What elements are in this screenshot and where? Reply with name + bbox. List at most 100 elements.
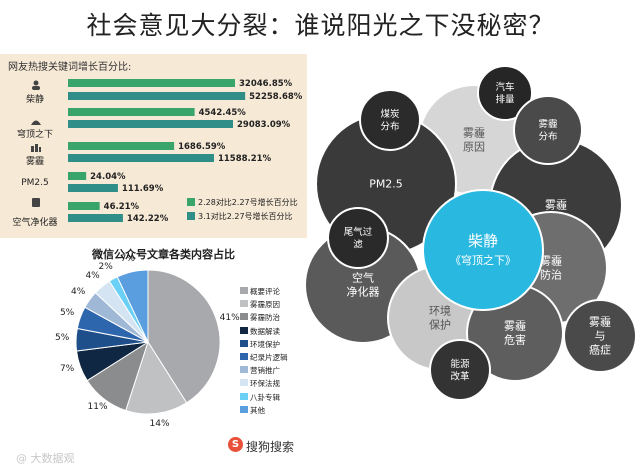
bubble [327,207,389,269]
pie-legend-label: 其他 [250,405,265,415]
bar [68,79,236,87]
person-icon [32,80,40,90]
pie-chart [75,269,221,415]
smog-icon [31,144,41,152]
pie-legend-swatch [240,405,248,413]
bar-value-label: 29083.09% [237,120,291,130]
pie-pct-label: 7% [59,364,75,375]
bubble-label: 分布 [380,120,399,132]
watermark: @ 大数据观 [16,452,75,465]
bubble [359,89,421,151]
bubble-label: 排量 [495,93,515,105]
center-bubble-sublabel: 《穹顶之下》 [450,253,516,267]
pie-chart-title: 微信公众号文章各类内容占比 [92,248,235,261]
bubble-label: 雾霾 [538,119,558,130]
bar [68,172,87,180]
bubble [429,339,491,400]
bar-value-label: 32046.85% [239,79,293,89]
keyword-growth-panel: 网友热搜关键词增长百分比: 柴静 穹顶之下 雾霾 PM2.5 空气净化器 320… [0,54,307,238]
brand-label: 搜狗搜索 [246,440,295,454]
legend-swatch [187,212,195,220]
bubble-label: 净化器 [347,285,380,299]
bubble-label: 滤 [353,238,363,250]
dome-icon [31,120,41,125]
pie-legend-swatch [240,287,248,294]
bar [68,108,195,116]
bar [68,120,234,128]
pie-pct-label: 4% [71,286,86,297]
center-bubble-label: 柴静 [468,232,498,250]
bubble-label: 分布 [538,130,557,142]
center-bubble [422,189,544,311]
pie-legend-label: 环境保护 [250,339,280,349]
pie-legend-label: 数据解读 [250,326,280,336]
bubble-label: 雾霾 [589,316,611,329]
bubble-label: 改革 [450,370,470,382]
bar-value-label: 24.04% [90,172,126,182]
bubble-label: 雾霾 [463,127,485,140]
bar-value-label: 111.69% [122,184,164,194]
bar-value-label: 52258.68% [249,92,303,102]
pie-pct-label: 11% [87,402,108,413]
pie-pct-label: 5% [59,307,75,318]
legend-label: 3.1对比2.27号增长百分比 [198,212,293,221]
bubble-label: 空气 [352,271,374,285]
bar-chart-title: 网友热搜关键词增长百分比: [8,62,132,73]
bubble-label: 癌症 [589,343,611,357]
bar [68,154,214,162]
category-label: 雾霾 [25,157,44,167]
sogou-logo-icon: S [228,437,243,452]
bar-value-label: 142.22% [127,214,169,224]
bubble [563,299,637,373]
bubble-label: 危害 [504,333,526,347]
pie-legend-label: 环保法规 [250,379,280,389]
pie-legend-label: 雾霾原因 [250,300,280,310]
legend-swatch [187,198,195,206]
bubble-label: 尾气过 [344,226,373,238]
pie-pct-label: 14% [149,419,170,430]
page-title: 社会意见大分裂：谁说阳光之下没秘密？ [86,11,555,40]
pie-slice [116,269,149,343]
bubble-label: 汽车 [495,81,514,93]
bar [68,214,123,222]
bubble-label: 能源 [450,358,470,370]
pie-legend-swatch [240,366,248,374]
pie-slice [125,340,188,415]
bubble-label: 原因 [463,141,485,154]
bar-value-label: 46.21% [104,202,140,212]
bar [68,142,175,150]
category-label: 柴静 [25,95,44,105]
bar-value-label: 4542.45% [199,108,247,118]
bubble-label: 防治 [540,268,562,282]
pie-pct-label: 2% [98,262,113,273]
bubble-label: 煤炭 [380,108,400,120]
bar [68,92,246,100]
category-label: 穹顶之下 [16,130,53,140]
pie-legend-swatch [240,392,248,400]
pie-legend-swatch [240,300,248,308]
bar [68,184,118,192]
pie-legend-label: 八卦专辑 [250,392,280,402]
pie-pct-label: 5% [55,333,70,344]
pie-legend-label: 概要评论 [250,287,280,296]
purifier-icon [32,198,40,207]
bar-value-label: 1686.59% [178,142,226,152]
bubble-label: 保护 [429,318,451,332]
bubble-label: 雾霾 [545,199,567,212]
bubble-label: 与 [595,330,606,343]
pie-legend-swatch [240,353,248,360]
bubble [477,65,533,121]
pie-legend-label: 营销推广 [250,366,280,376]
pie-legend-swatch [240,379,248,387]
bubble-label: 雾霾 [540,255,562,268]
category-label: 空气净化器 [12,218,58,228]
bubble [513,95,583,165]
bubble-label: 环境 [429,304,451,318]
pie-pct-label: 41% [219,312,240,323]
pie-legend-label: 雾霾防治 [250,313,280,323]
bar [68,202,100,210]
pie-legend-swatch [240,339,248,347]
bar-chart: 32046.85% 52258.68%4542.45% 29083.09% 1686.… [68,79,303,224]
bubble-label: PM2.5 [369,178,403,191]
